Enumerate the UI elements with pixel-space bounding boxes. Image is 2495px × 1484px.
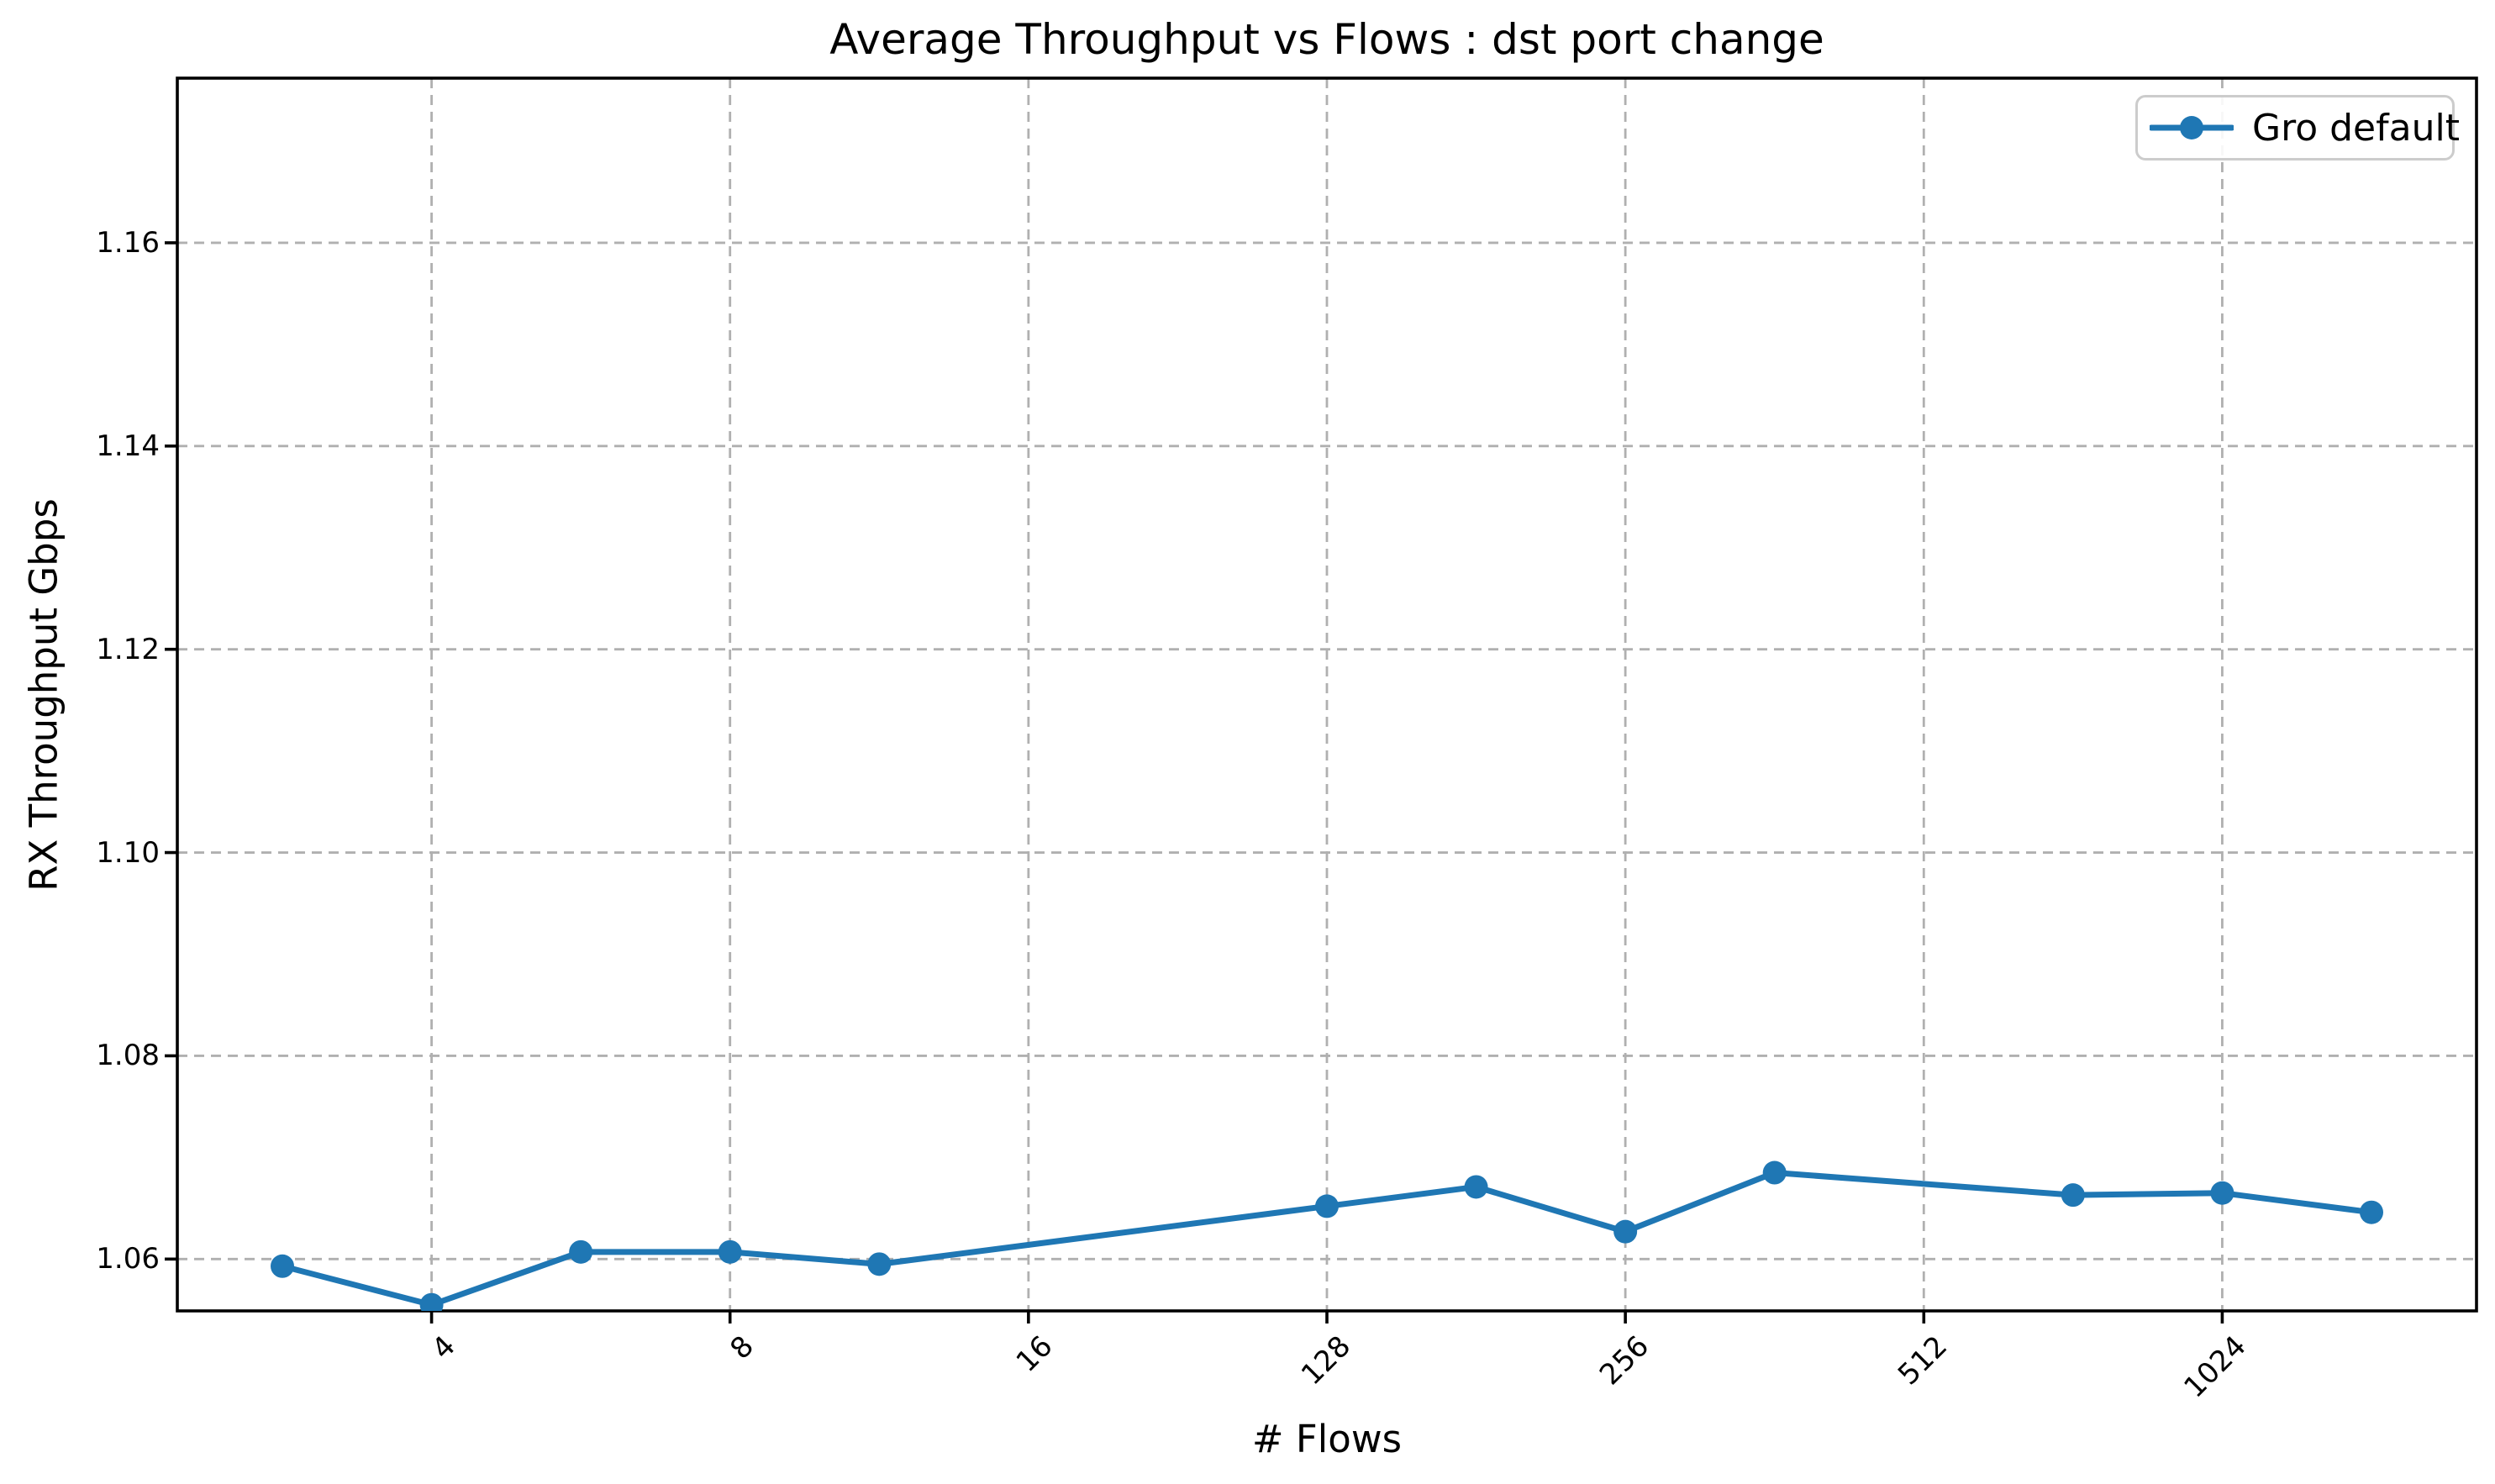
data-point-marker: [569, 1239, 593, 1264]
legend-line-marker-sample: [2150, 116, 2234, 139]
y-tick-label: 1.10: [96, 835, 160, 870]
data-point-marker: [2210, 1181, 2234, 1205]
y-tick-label: 1.16: [96, 225, 160, 260]
legend-entry-label: Gro default: [2252, 106, 2460, 150]
chart-title: Average Throughput vs Flows : dst port c…: [829, 15, 1824, 64]
data-line: [279, 1170, 2375, 1308]
data-point-marker: [1464, 1175, 1488, 1199]
data-point-marker: [2061, 1183, 2085, 1208]
data-point-marker: [1762, 1160, 1787, 1185]
data-point-marker: [1613, 1219, 1638, 1244]
legend-box: Gro default: [2135, 95, 2460, 161]
y-tick-label: 1.14: [96, 429, 160, 463]
data-point-marker: [2360, 1200, 2383, 1224]
y-tick-label: 1.06: [96, 1242, 160, 1276]
data-point-marker: [718, 1239, 742, 1264]
data-point-marker: [271, 1254, 294, 1278]
y-tick-label: 1.08: [96, 1039, 160, 1073]
data-point-marker: [419, 1292, 444, 1311]
x-axis-label: # Flows: [1251, 1417, 1403, 1461]
y-tick-label: 1.12: [96, 632, 160, 666]
data-point-marker: [867, 1252, 892, 1276]
data-point-marker: [1315, 1194, 1339, 1218]
